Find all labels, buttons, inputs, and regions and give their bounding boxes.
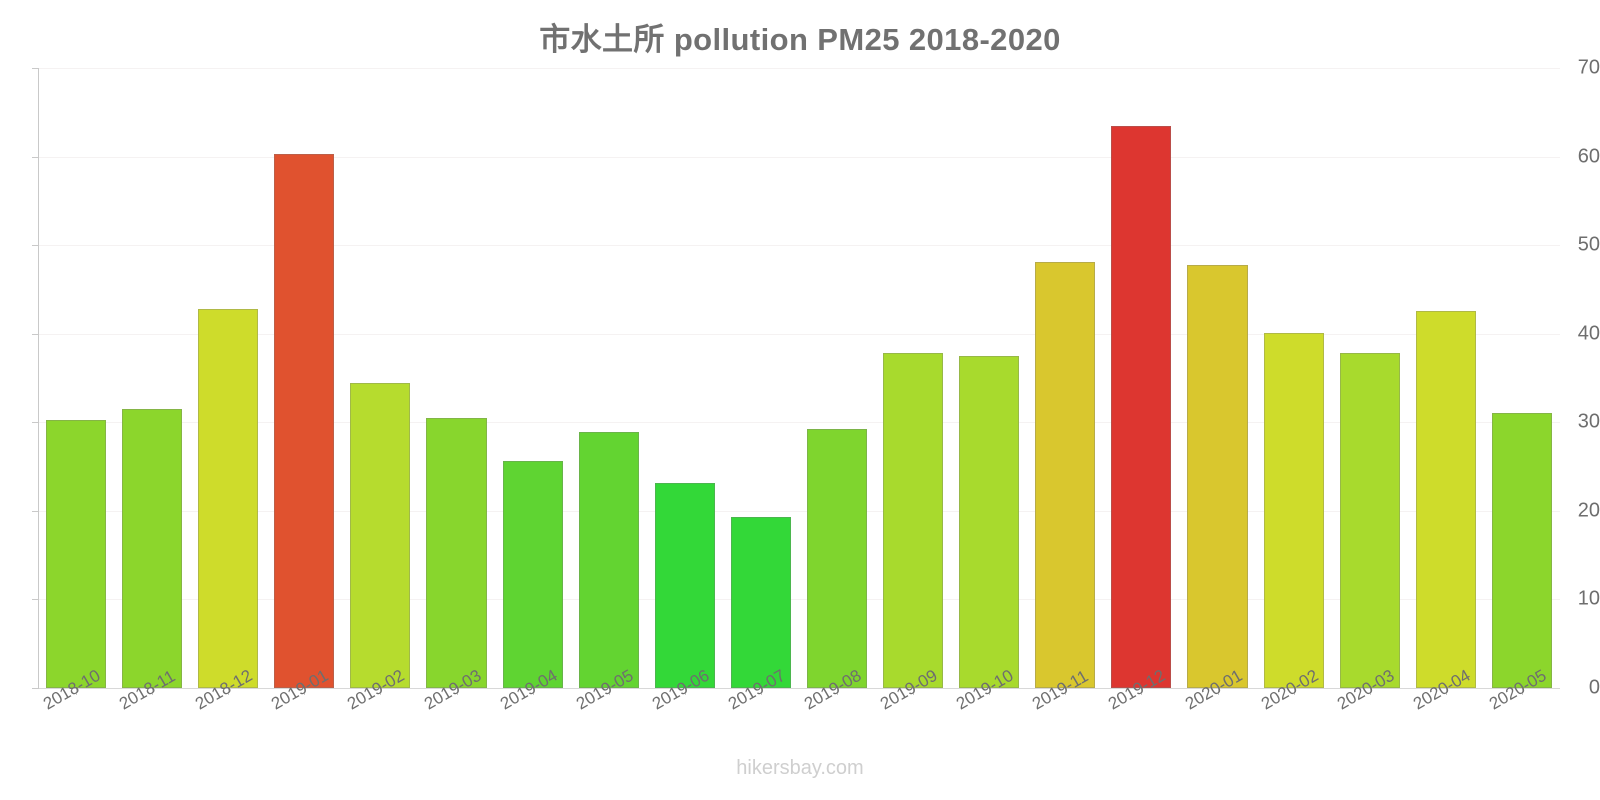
y-axis-tick-mark — [32, 156, 39, 158]
bar[interactable] — [1263, 332, 1324, 688]
bar[interactable] — [1035, 261, 1096, 688]
gridline — [38, 333, 1560, 335]
y-axis-tick-mark — [32, 422, 39, 424]
x-axis-tick-mark — [456, 688, 458, 695]
y-axis-tick-label: 0 — [1588, 676, 1600, 699]
y-axis-tick-label: 40 — [1577, 322, 1600, 345]
y-axis-tick-mark — [32, 688, 39, 689]
bar[interactable] — [274, 153, 335, 688]
bar[interactable] — [806, 428, 868, 688]
x-axis-tick-mark — [1521, 688, 1523, 695]
bar[interactable] — [1111, 125, 1172, 688]
x-axis-tick-mark — [76, 688, 78, 695]
bar[interactable] — [1415, 310, 1476, 688]
y-axis-tick-mark — [32, 245, 39, 247]
y-axis-tick-label: 10 — [1577, 587, 1600, 610]
x-axis-tick-mark — [1217, 688, 1219, 695]
x-axis-tick-mark — [608, 688, 610, 695]
bar[interactable] — [1339, 353, 1400, 688]
plot-area — [38, 68, 1560, 688]
x-axis-tick-mark — [1369, 688, 1371, 695]
y-axis-tick-mark — [32, 599, 39, 601]
bar[interactable] — [122, 409, 183, 688]
bar[interactable] — [1187, 264, 1248, 688]
chart-title: 市水土所 pollution PM25 2018-2020 — [539, 22, 1061, 57]
y-axis-tick-label: 50 — [1577, 233, 1600, 256]
x-axis-tick-mark — [304, 688, 306, 695]
x-axis-tick-mark — [837, 688, 839, 695]
bar[interactable] — [502, 461, 563, 688]
source-watermark: hikersbay.com — [736, 757, 864, 779]
gridline — [38, 599, 1560, 601]
x-axis-tick-mark — [532, 688, 534, 695]
y-axis-tick-label: 30 — [1577, 410, 1600, 433]
x-axis-tick-mark — [380, 688, 382, 695]
x-axis-tick-mark — [760, 688, 762, 695]
x-axis-tick-mark — [1293, 688, 1295, 695]
x-axis-tick-mark — [1445, 688, 1447, 695]
gridline — [38, 510, 1560, 512]
bar[interactable] — [198, 308, 259, 688]
x-axis-tick-mark — [913, 688, 915, 695]
x-axis-tick-mark — [152, 688, 154, 695]
gridline — [38, 68, 1560, 69]
bar[interactable] — [959, 355, 1020, 688]
y-axis-tick-label: 70 — [1577, 56, 1600, 79]
bar[interactable] — [883, 353, 944, 688]
gridline — [38, 245, 1560, 247]
bar[interactable] — [350, 383, 411, 688]
y-axis-tick-mark — [32, 68, 39, 69]
gridline — [38, 422, 1560, 424]
bar[interactable] — [654, 482, 715, 688]
x-axis-line — [38, 688, 1560, 689]
y-axis-tick-label: 60 — [1577, 145, 1600, 168]
bar[interactable] — [730, 517, 791, 688]
y-axis-line — [38, 68, 39, 688]
bar[interactable] — [1491, 413, 1552, 688]
x-axis-tick-mark — [989, 688, 991, 695]
x-axis-tick-mark — [228, 688, 230, 695]
y-axis-tick-label: 20 — [1577, 499, 1600, 522]
x-axis-tick-mark — [1065, 688, 1067, 695]
bar[interactable] — [578, 432, 639, 688]
x-axis-tick-mark — [684, 688, 686, 695]
bar[interactable] — [426, 417, 487, 688]
y-axis-tick-mark — [32, 333, 39, 335]
y-axis-tick-mark — [32, 510, 39, 512]
bar[interactable] — [45, 419, 107, 688]
gridline — [38, 156, 1560, 158]
x-axis-tick-mark — [1141, 688, 1143, 695]
